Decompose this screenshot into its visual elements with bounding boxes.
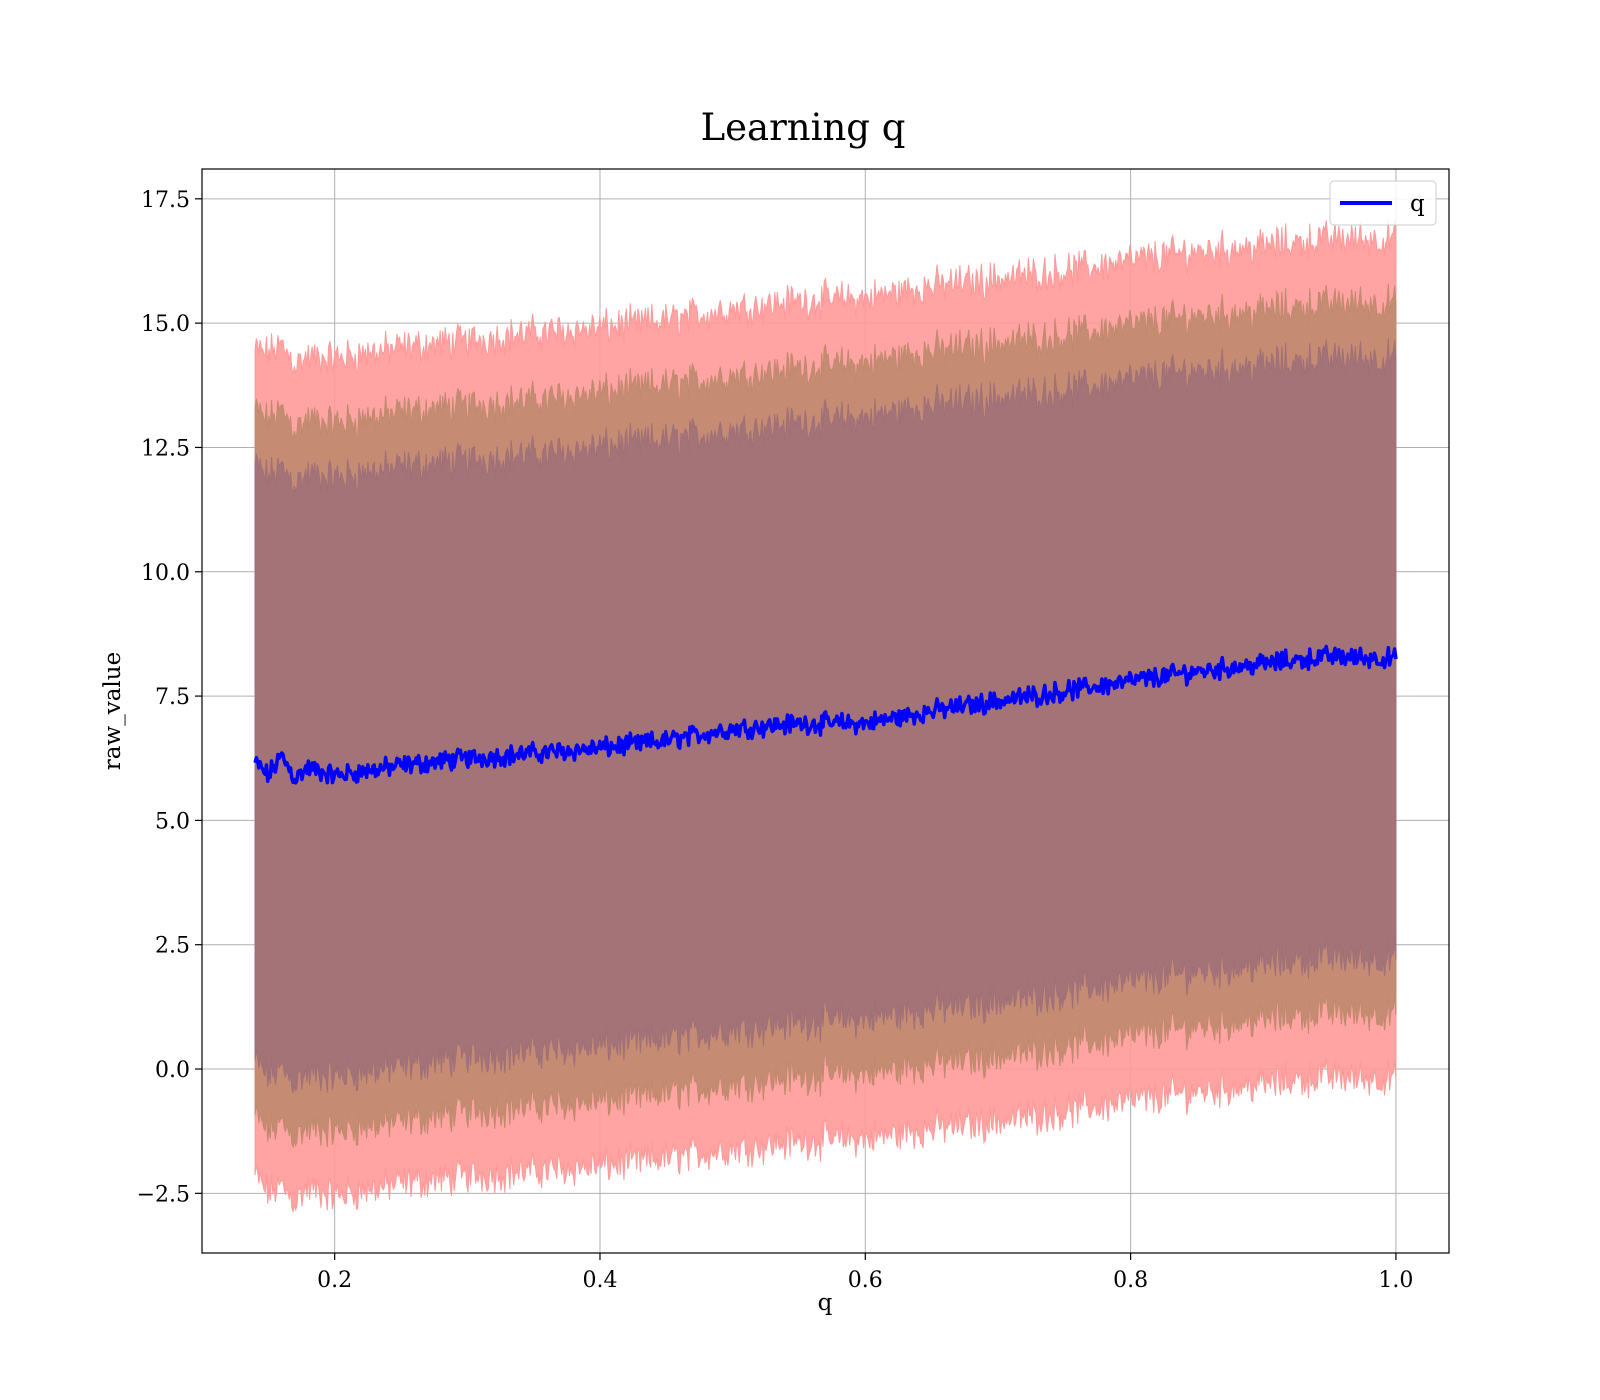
- y-tick-label: 17.5: [141, 188, 190, 213]
- series-line-q: [253, 644, 1398, 785]
- legend: q: [1329, 180, 1437, 226]
- x-tick-label: 1.0: [1378, 1268, 1413, 1293]
- y-tick-label: 10.0: [141, 561, 190, 586]
- y-tick-label: 7.5: [155, 685, 190, 710]
- y-tick-label: −2.5: [137, 1182, 190, 1207]
- y-tick-label: 2.5: [155, 934, 190, 959]
- y-tick-label: 15.0: [141, 312, 190, 337]
- plot-frame: [201, 168, 1450, 1254]
- series-lines: [253, 644, 1398, 785]
- legend-label-q: q: [1410, 191, 1425, 217]
- x-tick-label: 0.8: [1113, 1268, 1148, 1293]
- y-tick-label: 12.5: [141, 436, 190, 461]
- x-axis-label: q: [818, 1290, 833, 1316]
- y-tick-label: 0.0: [155, 1058, 190, 1083]
- y-axis-label: raw_value: [100, 652, 126, 770]
- x-tick-label: 0.6: [848, 1268, 883, 1293]
- y-tick-label: 5.0: [155, 809, 190, 834]
- x-tick-label: 0.4: [582, 1268, 617, 1293]
- chart-title: Learning q: [701, 106, 906, 149]
- axis-ticks: 0.2 0.4 0.6 0.8 1.0 −2.5 0.0 2.5 5.0 7.5 10.0 12.5 1…: [137, 188, 1414, 1293]
- x-tick-label: 0.2: [317, 1268, 352, 1293]
